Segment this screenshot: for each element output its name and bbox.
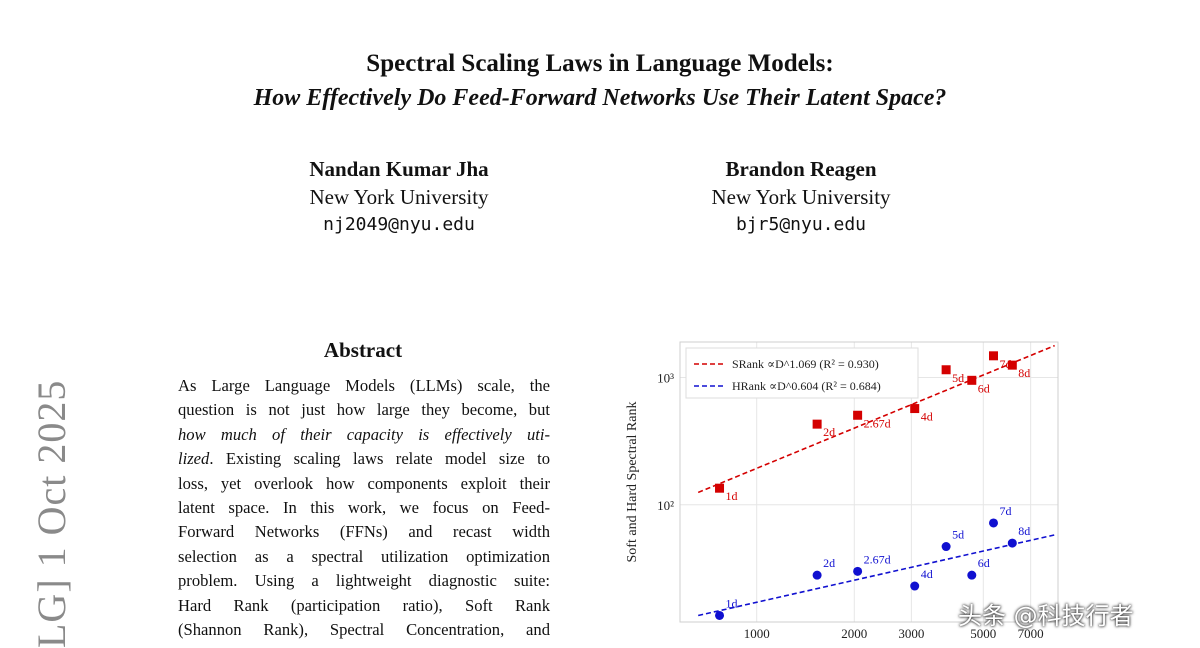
hrank-point-label: 7d — [999, 504, 1011, 518]
abstract-body: As Large Language Models (LLMs) scale, t… — [178, 374, 550, 642]
x-tick-label: 3000 — [898, 626, 924, 641]
srank-point-label: 4d — [921, 410, 933, 424]
srank-point — [941, 365, 951, 375]
abstract-heading: Abstract — [323, 338, 403, 362]
abstract-line: loss, yet overlook how components exploi… — [178, 473, 550, 493]
hrank-point — [853, 566, 863, 576]
author-block-1: Nandan Kumar Jha New York University nj2… — [229, 155, 569, 239]
abstract-line: Hard Rank (participation ratio), Soft Ra… — [178, 595, 550, 615]
srank-point — [910, 404, 920, 414]
watermark: 头条 @科技行者 — [958, 602, 1134, 630]
chart-legend: SRank ∝D^1.069 (R² = 0.930) HRank ∝D^0.60… — [685, 347, 919, 399]
abstract-line: lized. Existing scaling laws relate mode… — [178, 447, 550, 471]
legend-entry: HRank ∝D^0.604 (R² = 0.684) — [732, 379, 881, 393]
srank-point-label: 5d — [952, 371, 964, 385]
hrank-point — [812, 570, 822, 580]
srank-point — [988, 351, 998, 361]
y-tick-label: 10² — [657, 498, 674, 513]
legend-box — [685, 347, 919, 399]
srank-point — [1007, 360, 1017, 370]
hrank-point-label: 4d — [921, 567, 933, 581]
abstract-fragment: . Existing scaling laws relate model siz… — [209, 449, 550, 469]
abstract-line: Forward Networks (FFNs) and recast width — [178, 522, 550, 542]
paper-title-line1: Spectral Scaling Laws in Language Models… — [366, 50, 834, 77]
srank-point — [967, 375, 977, 385]
srank-point-label: 6d — [978, 381, 990, 395]
arxiv-side-stamp: LG] 1 Oct 2025 — [29, 379, 74, 648]
author-email: bjr5@nyu.edu — [735, 214, 867, 235]
hrank-point — [988, 518, 998, 528]
paper-title-line2: How Effectively Do Feed-Forward Networks… — [253, 85, 947, 111]
hrank-point-label: 2d — [823, 556, 835, 570]
hrank-point — [967, 570, 977, 580]
abstract-line: question is not just how large they beco… — [178, 400, 550, 420]
abstract-line: how much of their capacity is effectivel… — [178, 424, 550, 444]
abstract-line: selection as a spectral utilization opti… — [178, 546, 550, 566]
hrank-point-label: 8d — [1018, 524, 1030, 538]
author-name: Brandon Reagen — [725, 157, 877, 181]
x-tick-label: 7000 — [1018, 626, 1044, 641]
hrank-point — [715, 610, 725, 620]
abstract-line: As Large Language Models (LLMs) scale, t… — [178, 376, 550, 395]
hrank-fit-line — [698, 534, 1055, 617]
hrank-point-label: 1d — [726, 596, 738, 610]
abstract-line: latent space. In this work, we focus on … — [178, 498, 550, 518]
srank-fit-line — [697, 344, 1055, 494]
spectral-rank-chart: 1000 2000 3000 5000 7000 10² 10³ Soft and Hard … — [625, 341, 1059, 641]
srank-point — [812, 419, 822, 429]
x-tick-label: 2000 — [841, 626, 867, 641]
author-affiliation: New York University — [711, 185, 891, 209]
srank-point — [715, 483, 725, 493]
abstract-line: problem. Using a lightweight diagnostic … — [178, 571, 550, 591]
y-axis-label: Soft and Hard Spectral Rank — [625, 402, 640, 563]
hrank-point-label: 5d — [952, 528, 964, 542]
abstract-line: (Shannon Rank), Spectral Concentration, … — [178, 620, 550, 640]
hrank-point — [941, 542, 951, 552]
srank-point — [853, 410, 863, 420]
srank-point-label: 2d — [823, 425, 835, 439]
srank-point-label: 2.67d — [864, 416, 891, 430]
y-tick-label: 10³ — [657, 370, 674, 385]
x-tick-label: 5000 — [970, 626, 996, 641]
x-tick-label: 1000 — [744, 626, 770, 641]
legend-entry: SRank ∝D^1.069 (R² = 0.930) — [732, 357, 879, 371]
abstract-italic-fragment: lized — [178, 449, 210, 469]
hrank-point — [910, 581, 920, 591]
hrank-point-label: 6d — [978, 556, 990, 570]
srank-point-label: 8d — [1018, 366, 1030, 380]
author-name: Nandan Kumar Jha — [309, 157, 489, 181]
author-block-2: Brandon Reagen New York University bjr5@… — [631, 155, 971, 239]
srank-point-label: 1d — [726, 489, 738, 503]
hrank-point — [1007, 538, 1017, 548]
author-email: nj2049@nyu.edu — [323, 214, 475, 235]
plot-frame — [679, 341, 1059, 623]
author-affiliation: New York University — [309, 185, 489, 209]
hrank-point-label: 2.67d — [864, 552, 891, 566]
